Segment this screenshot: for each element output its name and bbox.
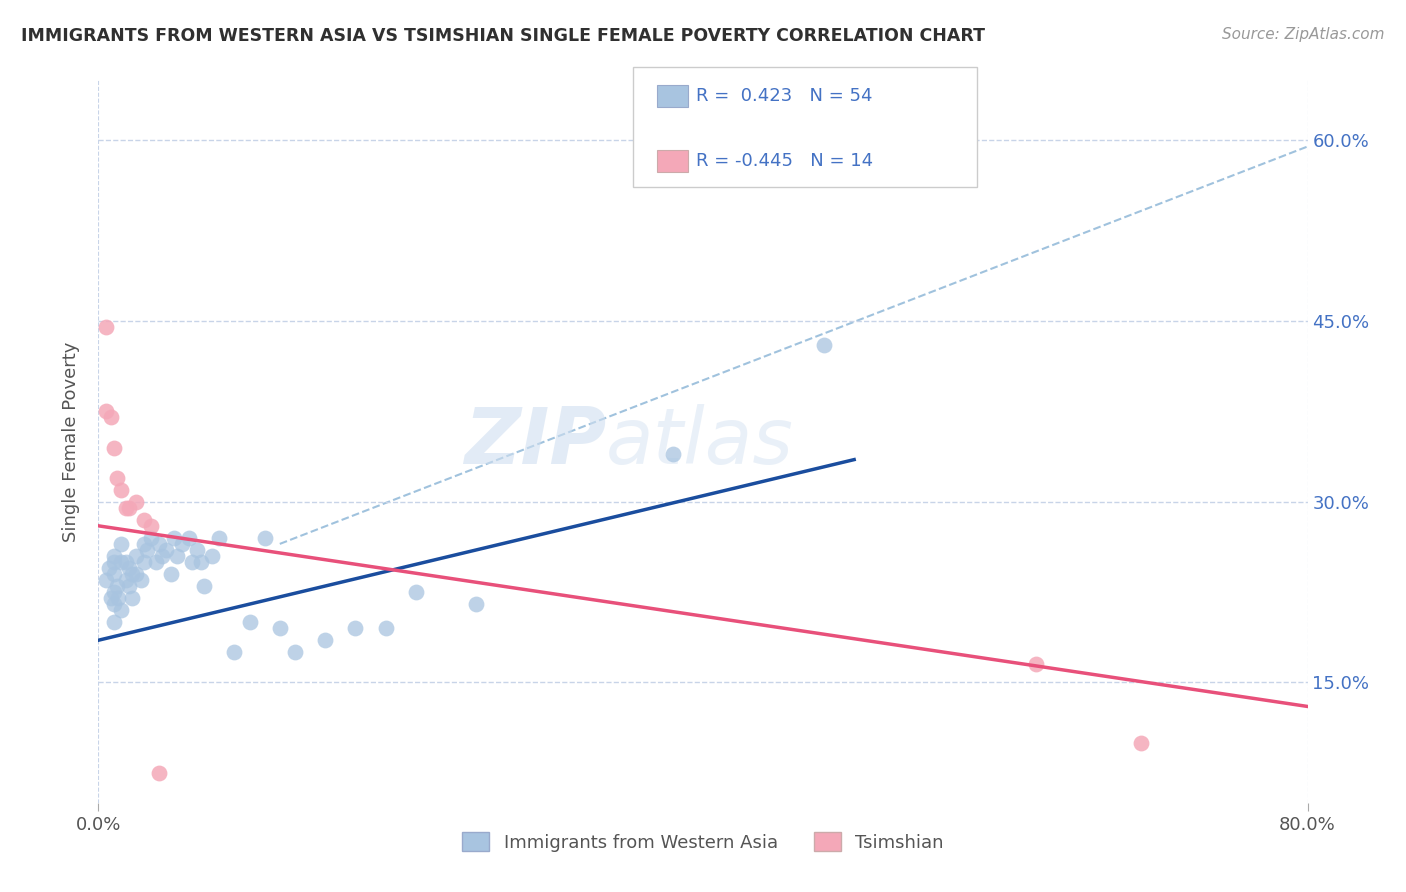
Point (163, 531, 186, 545)
Point (125, 549, 148, 563)
Point (132, 555, 155, 569)
Point (118, 561, 141, 575)
Point (110, 603, 132, 617)
Point (141, 518, 163, 533)
Point (105, 470, 128, 484)
Text: R = -0.445   N = 14: R = -0.445 N = 14 (696, 153, 873, 170)
Point (148, 765, 170, 780)
Point (141, 531, 163, 545)
Text: Source: ZipAtlas.com: Source: ZipAtlas.com (1222, 27, 1385, 42)
Text: IMMIGRANTS FROM WESTERN ASIA VS TSIMSHIAN SINGLE FEMALE POVERTY CORRELATION CHAR: IMMIGRANTS FROM WESTERN ASIA VS TSIMSHIA… (21, 27, 986, 45)
Point (284, 645, 307, 659)
Point (105, 579, 128, 593)
Point (110, 537, 132, 551)
Point (103, 441, 125, 455)
Point (110, 555, 132, 569)
Point (103, 555, 125, 569)
Point (114, 573, 136, 587)
Point (201, 549, 224, 563)
Legend: Immigrants from Western Asia, Tsimshian: Immigrants from Western Asia, Tsimshian (456, 825, 950, 859)
Point (208, 531, 231, 545)
Point (103, 567, 125, 582)
Point (1130, 735, 1153, 749)
Point (121, 591, 143, 606)
Point (100, 591, 122, 606)
Point (148, 537, 170, 551)
Point (129, 573, 152, 587)
Point (103, 615, 125, 630)
Point (186, 542, 208, 557)
Point (100, 410, 122, 425)
Point (114, 500, 136, 515)
Text: atlas: atlas (606, 403, 794, 480)
Point (110, 483, 132, 497)
Point (160, 567, 183, 582)
Point (166, 549, 188, 563)
Point (661, 446, 683, 460)
Point (98, 561, 121, 575)
Point (170, 537, 193, 551)
Point (94, 573, 117, 587)
Point (155, 542, 177, 557)
Point (132, 537, 155, 551)
Point (179, 531, 201, 545)
Point (118, 579, 141, 593)
Point (150, 549, 173, 563)
Point (118, 500, 141, 515)
Point (813, 338, 835, 352)
Point (121, 567, 143, 582)
Point (94, 320, 117, 334)
Point (145, 555, 167, 569)
Text: ZIP: ZIP (464, 403, 606, 480)
Point (193, 579, 215, 593)
Point (253, 531, 276, 545)
Point (181, 555, 204, 569)
Point (114, 555, 136, 569)
Point (103, 585, 125, 599)
Point (103, 597, 125, 611)
Point (107, 591, 129, 606)
Point (135, 542, 157, 557)
Point (344, 621, 367, 635)
Text: R =  0.423   N = 54: R = 0.423 N = 54 (696, 87, 873, 105)
Point (239, 615, 262, 630)
Point (103, 549, 125, 563)
Point (190, 555, 212, 569)
Point (374, 621, 396, 635)
Point (1024, 657, 1046, 672)
Point (125, 494, 148, 508)
Y-axis label: Single Female Poverty: Single Female Poverty (62, 342, 80, 541)
Point (132, 513, 155, 527)
Point (224, 645, 246, 659)
Point (269, 621, 291, 635)
Point (94, 404, 117, 418)
Point (465, 597, 488, 611)
Point (405, 585, 427, 599)
Point (125, 567, 148, 582)
Point (314, 633, 336, 648)
